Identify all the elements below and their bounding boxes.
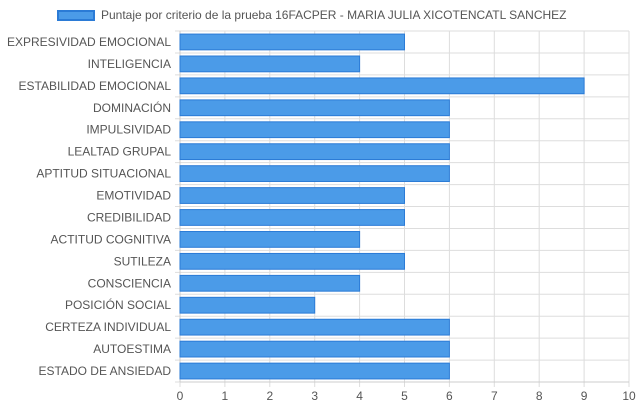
y-tick-label: LEALTAD GRUPAL — [68, 145, 172, 159]
y-tick-label: CONSCIENCIA — [88, 276, 171, 290]
y-tick-label: ESTABILIDAD EMOCIONAL — [19, 79, 172, 93]
y-tick-label: EMOTIVIDAD — [96, 189, 171, 203]
y-tick-label: AUTOESTIMA — [93, 342, 171, 356]
y-tick-label: SUTILEZA — [114, 254, 171, 268]
x-tick-label: 5 — [401, 389, 408, 403]
bar — [179, 55, 361, 73]
y-tick-label: APTITUD SITUACIONAL — [36, 167, 171, 181]
x-tick-label: 3 — [311, 389, 318, 403]
y-tick-label: INTELIGENCIA — [88, 57, 171, 71]
bar — [179, 143, 450, 161]
bar — [179, 33, 405, 51]
x-tick-label: 10 — [622, 389, 636, 403]
y-tick-label: CREDIBILIDAD — [87, 210, 171, 224]
legend-label: Puntaje por criterio de la prueba 16FACP… — [101, 8, 567, 22]
chart-legend[interactable]: Puntaje por criterio de la prueba 16FACP… — [57, 6, 567, 24]
bar — [179, 99, 450, 117]
bar — [179, 121, 450, 139]
y-tick-label: ESTADO DE ANSIEDAD — [39, 364, 172, 378]
y-tick-label: CERTEZA INDIVIDUAL — [45, 320, 171, 334]
bar — [179, 165, 450, 182]
bar — [179, 252, 405, 270]
bar — [179, 274, 361, 292]
y-tick-label: DOMINACIÓN — [93, 100, 171, 115]
x-tick-label: 6 — [446, 389, 453, 403]
x-tick-label: 1 — [222, 389, 229, 403]
x-tick-label: 8 — [536, 389, 543, 403]
bar — [179, 209, 405, 226]
x-tick-label: 4 — [356, 389, 363, 403]
bar — [179, 340, 450, 358]
x-tick-label: 2 — [266, 389, 273, 403]
bar — [179, 231, 361, 248]
bar — [179, 318, 450, 336]
bar — [179, 77, 585, 95]
y-tick-label: POSICIÓN SOCIAL — [65, 297, 171, 312]
y-tick-label: IMPULSIVIDAD — [86, 123, 171, 137]
x-tick-label: 9 — [581, 389, 588, 403]
x-tick-label: 7 — [491, 389, 498, 403]
y-tick-label: ACTITUD COGNITIVA — [51, 232, 171, 246]
x-tick-label: 0 — [177, 389, 184, 403]
bar — [179, 187, 405, 204]
y-tick-label: EXPRESIVIDAD EMOCIONAL — [7, 35, 171, 49]
bar — [179, 296, 316, 314]
bar — [179, 362, 450, 380]
legend-swatch — [57, 9, 95, 21]
